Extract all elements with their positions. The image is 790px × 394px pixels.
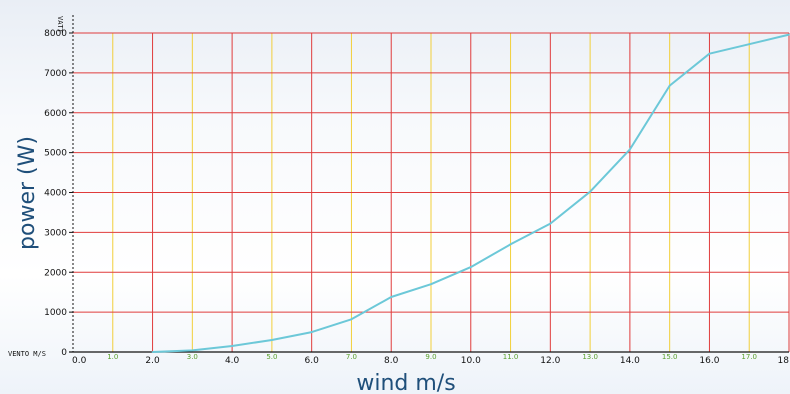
x-minor-tick-label: 3.0 <box>187 353 198 361</box>
x-minor-tick-label: 17.0 <box>741 353 757 361</box>
data-point <box>469 266 472 268</box>
x-minor-tick-label: 1.0 <box>107 353 118 361</box>
x-axis-label: wind m/s <box>356 371 455 394</box>
x-minor-tick-label: 5.0 <box>266 353 277 361</box>
x-minor-tick-label: 13.0 <box>582 353 598 361</box>
y-tick-label: 4000 <box>44 189 67 199</box>
grid <box>73 32 790 352</box>
y-tick-label: 6000 <box>44 109 67 119</box>
axes <box>69 15 789 353</box>
data-point <box>788 33 790 36</box>
x-minor-tick-label: 9.0 <box>425 353 436 361</box>
y-tick-label: 5000 <box>44 149 67 159</box>
data-point <box>310 331 313 333</box>
x-minor-tick-label: 11.0 <box>503 353 519 361</box>
data-point <box>708 52 711 55</box>
y-axis-label: power (W) <box>15 136 40 250</box>
y-tick-label: 2000 <box>44 268 67 278</box>
tick-labels: 0 1000 2000 3000 4000 5000 6000 7000 8000 0.0 2.0 4… <box>44 29 789 366</box>
data-point <box>350 318 353 321</box>
series-layer <box>151 33 790 353</box>
data-point <box>390 296 393 298</box>
data-point <box>231 345 233 347</box>
data-point <box>629 148 631 151</box>
x-tick-label: 6.0 <box>305 356 320 366</box>
data-point <box>271 339 273 341</box>
data-point <box>549 222 552 225</box>
y-tick-label: 7000 <box>44 69 67 79</box>
x-tick-label: 2.0 <box>145 356 160 366</box>
data-point <box>151 351 154 353</box>
x-tick-label: 4.0 <box>225 356 240 366</box>
x-tick-label: 18 <box>778 356 790 366</box>
data-point <box>430 283 432 286</box>
data-point <box>589 190 591 193</box>
x-tick-label: 12.0 <box>540 356 560 366</box>
y-axis-tag: VATT <box>56 16 64 34</box>
x-tick-label: 8.0 <box>384 356 399 366</box>
x-tick-label: 16.0 <box>699 356 719 366</box>
x-tick-label: 14.0 <box>620 356 640 366</box>
x-minor-tick-label: 7.0 <box>346 353 357 361</box>
y-tick-label: 0 <box>61 348 67 358</box>
x-tick-label: 10.0 <box>461 356 481 366</box>
x-tick-label: 0.0 <box>72 356 87 366</box>
y-tick-label: 3000 <box>44 228 67 238</box>
data-point <box>668 84 671 87</box>
y-tick-label: 8000 <box>44 29 67 39</box>
data-point <box>191 349 194 352</box>
x-axis-tag: VENTO M/S <box>8 350 46 358</box>
x-minor-tick-label: 15.0 <box>662 353 678 361</box>
data-point <box>748 43 751 45</box>
data-point <box>509 243 512 246</box>
y-tick-label: 1000 <box>44 308 67 318</box>
